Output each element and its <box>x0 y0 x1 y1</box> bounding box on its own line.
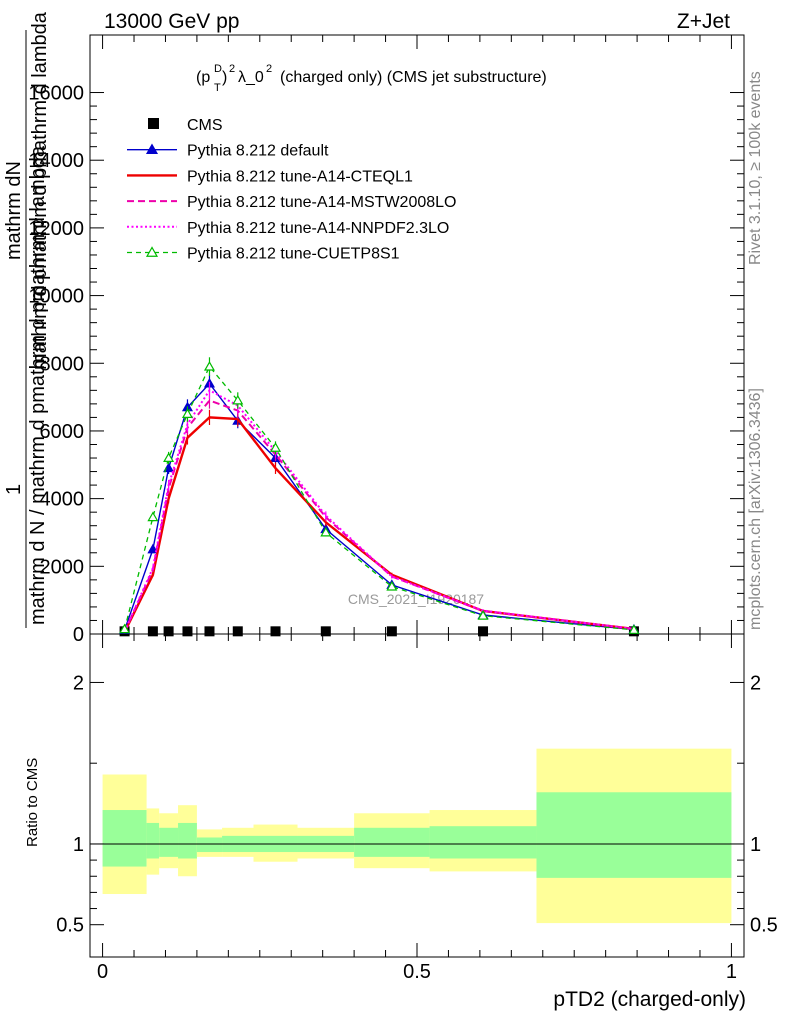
ratio-y-axis-label: Ratio to CMS <box>24 758 41 847</box>
ratio-y-tick-label: 0.5 <box>56 915 84 937</box>
cms-data-point <box>182 626 193 637</box>
series-point <box>269 442 282 452</box>
series-point <box>203 360 216 371</box>
main-series <box>119 357 640 637</box>
cms-data-point <box>147 626 158 637</box>
main-y-axis-label: 1 mathrm dN mathrm d N / mathrm d pmathr… <box>3 11 51 628</box>
ratio-y-tick-label-right: 2 <box>750 672 761 694</box>
analysis-watermark: CMS_2021_I1920187 <box>348 591 484 607</box>
legend-marker <box>145 246 159 257</box>
svg-text:2: 2 <box>229 63 235 75</box>
series-point <box>147 511 159 522</box>
ratio-y-tick-label-right: 0.5 <box>750 915 778 937</box>
svg-text:mathrm d pmathrm d pmathrm d l: mathrm d pmathrm d pmathrm d lambda <box>29 11 51 370</box>
y-tick-label: 8000 <box>40 353 85 375</box>
process-label: Z+Jet <box>677 10 730 33</box>
legend-label: Pythia 8.212 tune-A14-CTEQL1 <box>187 168 413 185</box>
legend: CMS Pythia 8.212 default Pythia 8.212 tune… <box>127 117 456 263</box>
ratio-band-inner-4 <box>196 837 223 853</box>
ratio-band-inner-0 <box>102 810 147 867</box>
series-point <box>119 623 131 634</box>
y-tick-label: 14000 <box>28 150 84 172</box>
legend-label: Pythia 8.212 default <box>187 143 329 160</box>
legend-label: Pythia 8.212 tune-A14-MSTW2008LO <box>187 194 456 211</box>
mcplots-label: mcplots.cern.ch [arXiv:1306.3436] <box>747 388 764 630</box>
series-line-5 <box>123 365 635 631</box>
ratio-band-inner-3 <box>178 822 197 859</box>
ratio-band-inner-2 <box>159 827 179 857</box>
rivet-version-label: Rivet 3.1.10, ≥ 100k events <box>747 71 764 265</box>
cms-data-point <box>232 626 243 637</box>
series-point <box>163 452 175 462</box>
x-tick-label: 0 <box>97 961 108 983</box>
ratio-y-tick-label-right: 1 <box>750 834 761 856</box>
y-tick-label: 12000 <box>28 218 84 240</box>
series-point <box>232 394 244 405</box>
series-point <box>477 610 489 620</box>
ratio-band-inner-10 <box>536 792 732 878</box>
plot-title: (p D T ) 2 λ_0 2 (charged only) (CMS jet… <box>196 63 547 94</box>
legend-marker <box>145 143 159 155</box>
y-tick-label: 6000 <box>40 421 85 443</box>
series-point <box>386 580 398 591</box>
ratio-bands <box>102 748 732 924</box>
legend-label: CMS <box>187 117 223 134</box>
legend-marker-cms <box>148 118 159 129</box>
y-tick-label: 10000 <box>28 286 84 308</box>
ratio-y-tick-label: 1 <box>73 834 84 856</box>
cms-data-point <box>478 626 489 637</box>
legend-label: Pythia 8.212 tune-CUETP8S1 <box>187 246 400 263</box>
svg-text:mathrm d N / mathrm d pmathrm: mathrm d N / mathrm d pmathrm d pmathrm … <box>27 145 49 625</box>
svg-text:mathrm dN: mathrm dN <box>3 161 25 260</box>
svg-text:(p: (p <box>196 69 210 86</box>
x-axis-label: pTD2 (charged-only) <box>553 988 746 1011</box>
y-tick-label: 0 <box>73 624 84 646</box>
cms-data-point <box>270 626 281 637</box>
energy-label: 13000 GeV pp <box>104 10 239 33</box>
cms-data-point <box>204 626 215 637</box>
series-point <box>320 526 332 537</box>
y-tick-label: 16000 <box>28 83 84 105</box>
series-point <box>147 543 159 554</box>
svg-text:D: D <box>214 63 222 75</box>
series-point <box>181 408 194 419</box>
legend-label: Pythia 8.212 tune-A14-NNPDF2.3LO <box>187 220 449 237</box>
svg-text:T: T <box>214 82 221 94</box>
ratio-axes: 0.5 0.5 1 1 2 2 0 0.5 1 <box>56 634 778 983</box>
series-point <box>628 624 640 634</box>
cms-data-point <box>163 626 174 637</box>
x-tick-label: 0.5 <box>403 961 431 983</box>
ratio-band-inner-9 <box>429 826 537 859</box>
ratio-band-inner-8 <box>354 827 430 857</box>
ratio-y-tick-label: 2 <box>73 672 84 694</box>
svg-text:2: 2 <box>266 63 272 75</box>
svg-text:): ) <box>222 69 227 86</box>
cms-data-point <box>386 626 397 637</box>
main-axes: 0 2000 4000 6000 8000 10000 12000 14000 16000 <box>28 35 744 646</box>
cms-data-point <box>320 626 331 637</box>
svg-text:λ_0: λ_0 <box>238 69 264 86</box>
y-tick-label: 4000 <box>40 489 85 511</box>
svg-text:(charged only) (CMS jet substr: (charged only) (CMS jet substructure) <box>280 69 547 86</box>
y-tick-label: 2000 <box>40 556 85 578</box>
svg-text:1: 1 <box>3 484 25 495</box>
x-tick-label: 1 <box>726 961 737 983</box>
ratio-band-inner-1 <box>146 822 160 859</box>
